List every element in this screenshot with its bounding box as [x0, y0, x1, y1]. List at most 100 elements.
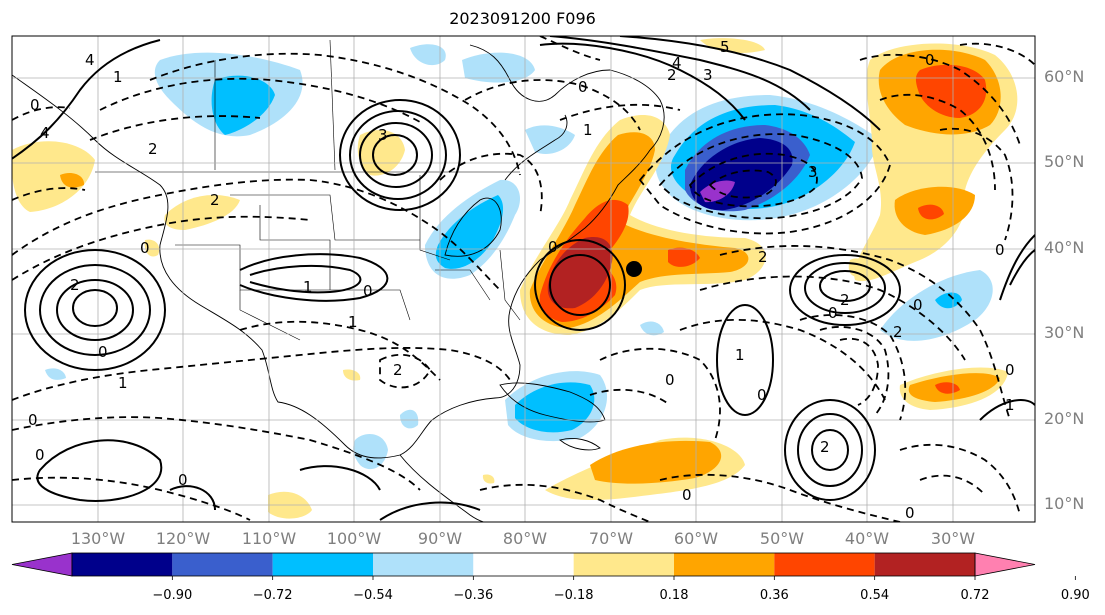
lon-label: 110°W: [241, 529, 297, 548]
lon-label: 40°W: [844, 529, 890, 548]
map-frame: [11, 35, 1036, 523]
lon-label: 60°W: [673, 529, 719, 548]
contour-label: 0: [28, 411, 38, 429]
contour-label: 2: [148, 140, 158, 158]
contour-label: 0: [178, 471, 188, 489]
shade-patch-firebrick: [547, 237, 613, 309]
contours-negative: [12, 36, 1035, 522]
shade-patch-yellow: [482, 474, 495, 484]
colorbar-tick-label: 0.90: [1060, 588, 1090, 603]
contour-label: 2: [758, 248, 768, 266]
colorbar-frame: [71, 552, 976, 577]
shade-patch-light-blue: [880, 270, 993, 341]
shade-patch-sky-blue: [211, 75, 275, 135]
shade-patch-yellow: [144, 239, 160, 257]
lat-label: 40°N: [1044, 238, 1085, 257]
colorbar-tick-label: 0.18: [659, 588, 689, 603]
shade-patch-sky-blue: [435, 195, 504, 269]
lon-label: 130°W: [70, 529, 126, 548]
colorbar-swatch: [272, 553, 373, 576]
contour-label: 0: [925, 51, 935, 69]
contour-label: 0: [140, 239, 150, 257]
lat-label: 50°N: [1044, 152, 1085, 171]
lat-label: 10°N: [1044, 494, 1085, 513]
contour-label: 0: [98, 343, 108, 361]
colorbar-swatch: [874, 553, 975, 576]
contour-label: 1: [118, 374, 128, 392]
shade-patch-orange-red: [918, 204, 944, 220]
shade-patch-light-blue: [400, 409, 419, 429]
lon-label: 100°W: [326, 529, 382, 548]
colorbar-swatch: [373, 553, 474, 576]
contour-label: 3: [703, 66, 713, 84]
contour-label: 1: [735, 346, 745, 364]
shade-patch-sky-blue: [935, 292, 962, 309]
shade-patch-light-blue: [353, 434, 388, 470]
contours-positive: [12, 36, 1035, 521]
figure-title: 2023091200 F096: [449, 9, 596, 28]
contour-label: 1: [1005, 396, 1015, 414]
colorbar-tick-label: −0.36: [453, 588, 494, 603]
colorbar-swatch: [573, 553, 674, 576]
contour-label: 1: [348, 313, 358, 331]
contour-label: 4: [40, 124, 50, 142]
colorbar-tick-label: 0.72: [960, 588, 990, 603]
colorbar-swatch: [172, 553, 273, 576]
shade-patch-yellow: [357, 130, 405, 176]
contour-label: 4: [672, 54, 682, 72]
contour-label: 0: [682, 486, 692, 504]
colorbar: [11, 552, 1076, 580]
lon-label: 90°W: [417, 529, 463, 548]
colorbar-swatch: [774, 553, 875, 576]
contour-label: 2: [820, 438, 830, 456]
contour-label: 5: [720, 38, 730, 56]
colorbar-swatch: [72, 553, 173, 576]
contour-label: 1: [303, 278, 313, 296]
contour-label: 0: [548, 238, 558, 256]
colorbar-extend-high: [974, 552, 1036, 577]
lat-label: 60°N: [1044, 67, 1085, 86]
shade-patch-light-blue: [462, 52, 535, 83]
colorbar-tick-label: −0.72: [252, 588, 293, 603]
contour-label: 0: [363, 282, 373, 300]
contour-label: 2: [893, 323, 903, 341]
contour-label: 0: [30, 96, 40, 114]
lon-label: 30°W: [930, 529, 976, 548]
shade-patch-light-blue: [525, 125, 575, 155]
lat-label: 30°N: [1044, 323, 1085, 342]
contour-label: 1: [583, 121, 593, 139]
shade-patch-yellow: [164, 195, 240, 230]
lon-label: 70°W: [588, 529, 634, 548]
colorbar-tick-label: −0.18: [553, 588, 594, 603]
contour-label: 2: [840, 291, 850, 309]
shade-patch-orange: [60, 173, 85, 188]
contour-label: 2: [393, 361, 403, 379]
contour-label: 2: [210, 191, 220, 209]
shade-patch-orange-red: [935, 382, 960, 394]
storm-position-marker: [626, 261, 642, 277]
colorbar-swatch: [674, 553, 775, 576]
colorbar-tick-label: 0.54: [860, 588, 890, 603]
contour-label: 0: [995, 241, 1005, 259]
contour-label: 0: [828, 304, 838, 322]
lon-label: 80°W: [502, 529, 548, 548]
lon-label: 50°W: [759, 529, 805, 548]
contour-label: 0: [35, 446, 45, 464]
shade-patch-yellow: [700, 38, 765, 53]
contour-label: 0: [905, 504, 915, 522]
shaded-field: [12, 38, 1018, 519]
shade-patch-light-blue: [45, 368, 66, 380]
shade-patch-yellow: [12, 141, 95, 212]
shade-patch-yellow: [343, 369, 361, 381]
shade-patch-purple: [700, 180, 735, 203]
colorbar-extend-low: [11, 552, 73, 577]
shade-patch-orange-red: [668, 247, 700, 267]
shade-patch-light-blue: [640, 321, 664, 336]
colorbar-tick-label: 0.36: [759, 588, 789, 603]
colorbar-swatch: [473, 553, 574, 576]
colorbar-tick-label: −0.54: [353, 588, 393, 603]
shade-patch-light-blue: [410, 44, 446, 66]
contour-label: 2: [70, 276, 80, 294]
